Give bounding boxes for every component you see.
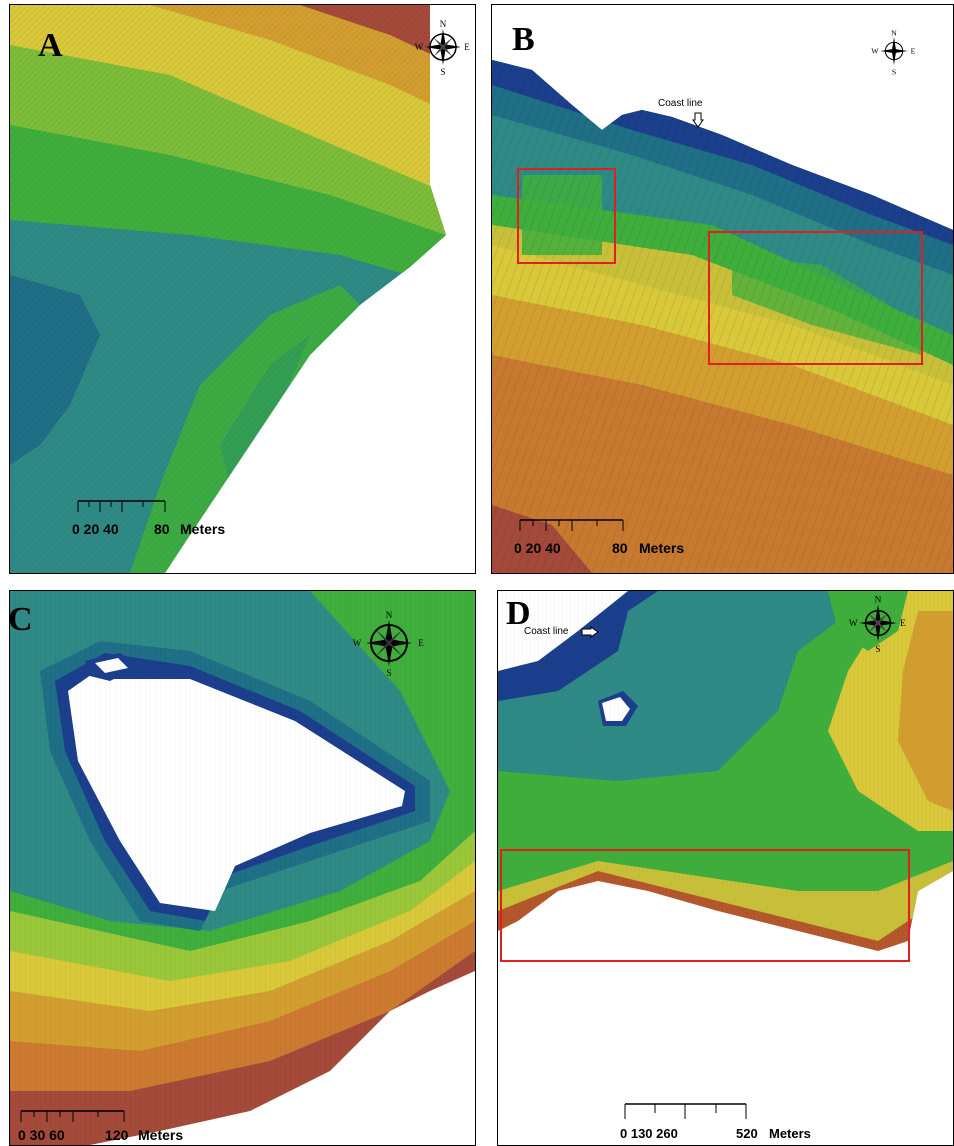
map-panel-a: A N S E W 0 20 40 80 Meters	[9, 4, 476, 574]
arrow-down-icon	[692, 112, 704, 128]
compass-n: N	[891, 28, 897, 37]
scale-unit: Meters	[138, 1127, 184, 1143]
scale-ticks: 0 20 40	[514, 540, 561, 556]
coast-line-label: Coast line	[658, 98, 703, 109]
compass-e: E	[418, 638, 424, 648]
bathymetry-map-d	[498, 591, 953, 951]
compass-w: W	[849, 619, 858, 629]
map-panel-d: D Coast line N S E W 0 130 260 520 Meter…	[497, 590, 954, 1146]
scale-end: 120	[105, 1127, 129, 1143]
compass-s: S	[875, 645, 880, 654]
map-panel-b: B Coast line N S E W 0 20 40 80 Meters	[491, 4, 954, 574]
compass-s: S	[386, 668, 391, 678]
bathymetry-map-c	[10, 591, 475, 1145]
coast-line-label: Coast line	[524, 626, 569, 637]
panel-label-d: D	[506, 595, 531, 632]
scale-bar	[519, 519, 624, 531]
scale-bar	[20, 1110, 125, 1122]
highlight-box	[708, 231, 923, 365]
compass-w: W	[871, 47, 879, 56]
compass-s: S	[892, 67, 896, 76]
scale-ticks: 0 20 40	[72, 521, 119, 537]
compass-rose-icon: N S E W	[871, 28, 916, 76]
compass-rose-icon: N S E W	[849, 595, 906, 654]
compass-e: E	[900, 619, 906, 629]
scale-ticks: 0 130 260	[620, 1126, 678, 1141]
scale-unit: Meters	[639, 540, 685, 556]
arrow-right-icon	[581, 626, 599, 638]
compass-n: N	[875, 595, 882, 605]
scale-unit: Meters	[769, 1126, 811, 1141]
panel-label-a: A	[38, 27, 63, 64]
compass-w: W	[415, 42, 424, 52]
map-panel-c: C N S E W 0 30 60 120 Meters	[9, 590, 476, 1146]
highlight-box	[517, 168, 616, 264]
compass-w: W	[353, 638, 362, 648]
compass-rose-icon: N S E W	[353, 610, 425, 678]
panel-label-c: C	[9, 601, 33, 638]
panel-label-b: B	[512, 21, 535, 58]
scale-end: 520	[736, 1126, 758, 1141]
highlight-box	[500, 849, 910, 962]
scale-end: 80	[612, 540, 628, 556]
bathymetry-map-b	[492, 60, 953, 573]
compass-s: S	[440, 67, 445, 77]
scale-end: 80	[154, 521, 170, 537]
compass-rose-icon: N S E W	[415, 19, 470, 77]
compass-e: E	[464, 42, 470, 52]
scale-bar	[624, 1103, 747, 1119]
scale-bar	[77, 500, 166, 512]
compass-n: N	[386, 610, 393, 620]
scale-unit: Meters	[180, 521, 226, 537]
scale-ticks: 0 30 60	[18, 1127, 65, 1143]
bathymetry-map-a	[10, 5, 446, 573]
compass-n: N	[440, 19, 447, 29]
compass-e: E	[911, 47, 916, 56]
